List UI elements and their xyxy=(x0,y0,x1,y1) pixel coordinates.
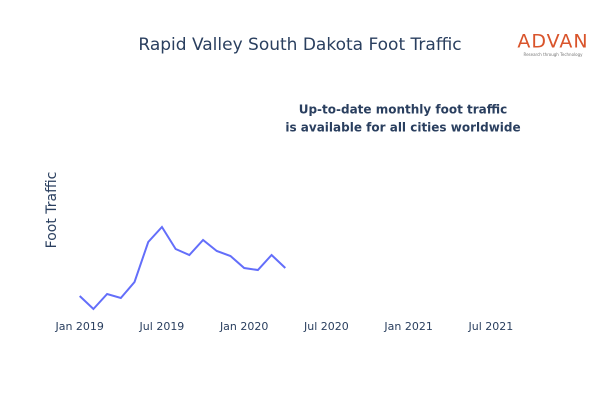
line xyxy=(79,225,286,311)
x-tick-label: Jan 2019 xyxy=(54,320,103,333)
annotation: is available for all cities worldwide xyxy=(285,121,520,135)
logo: ADVAN xyxy=(517,31,588,53)
y-axis-label: Foot Traffic xyxy=(44,172,60,249)
logo-tagline: Research through Technology xyxy=(523,52,583,57)
x-tick-label: Jul 2020 xyxy=(303,320,349,333)
x-tick-label: Jan 2021 xyxy=(383,320,432,333)
chart-title: Rapid Valley South Dakota Foot Traffic xyxy=(138,35,461,55)
annotation: Up-to-date monthly foot traffic xyxy=(299,103,508,117)
x-tick-label: Jul 2021 xyxy=(467,320,513,333)
x-tick-label: Jan 2020 xyxy=(219,320,268,333)
x-tick-label: Jul 2019 xyxy=(139,320,185,333)
